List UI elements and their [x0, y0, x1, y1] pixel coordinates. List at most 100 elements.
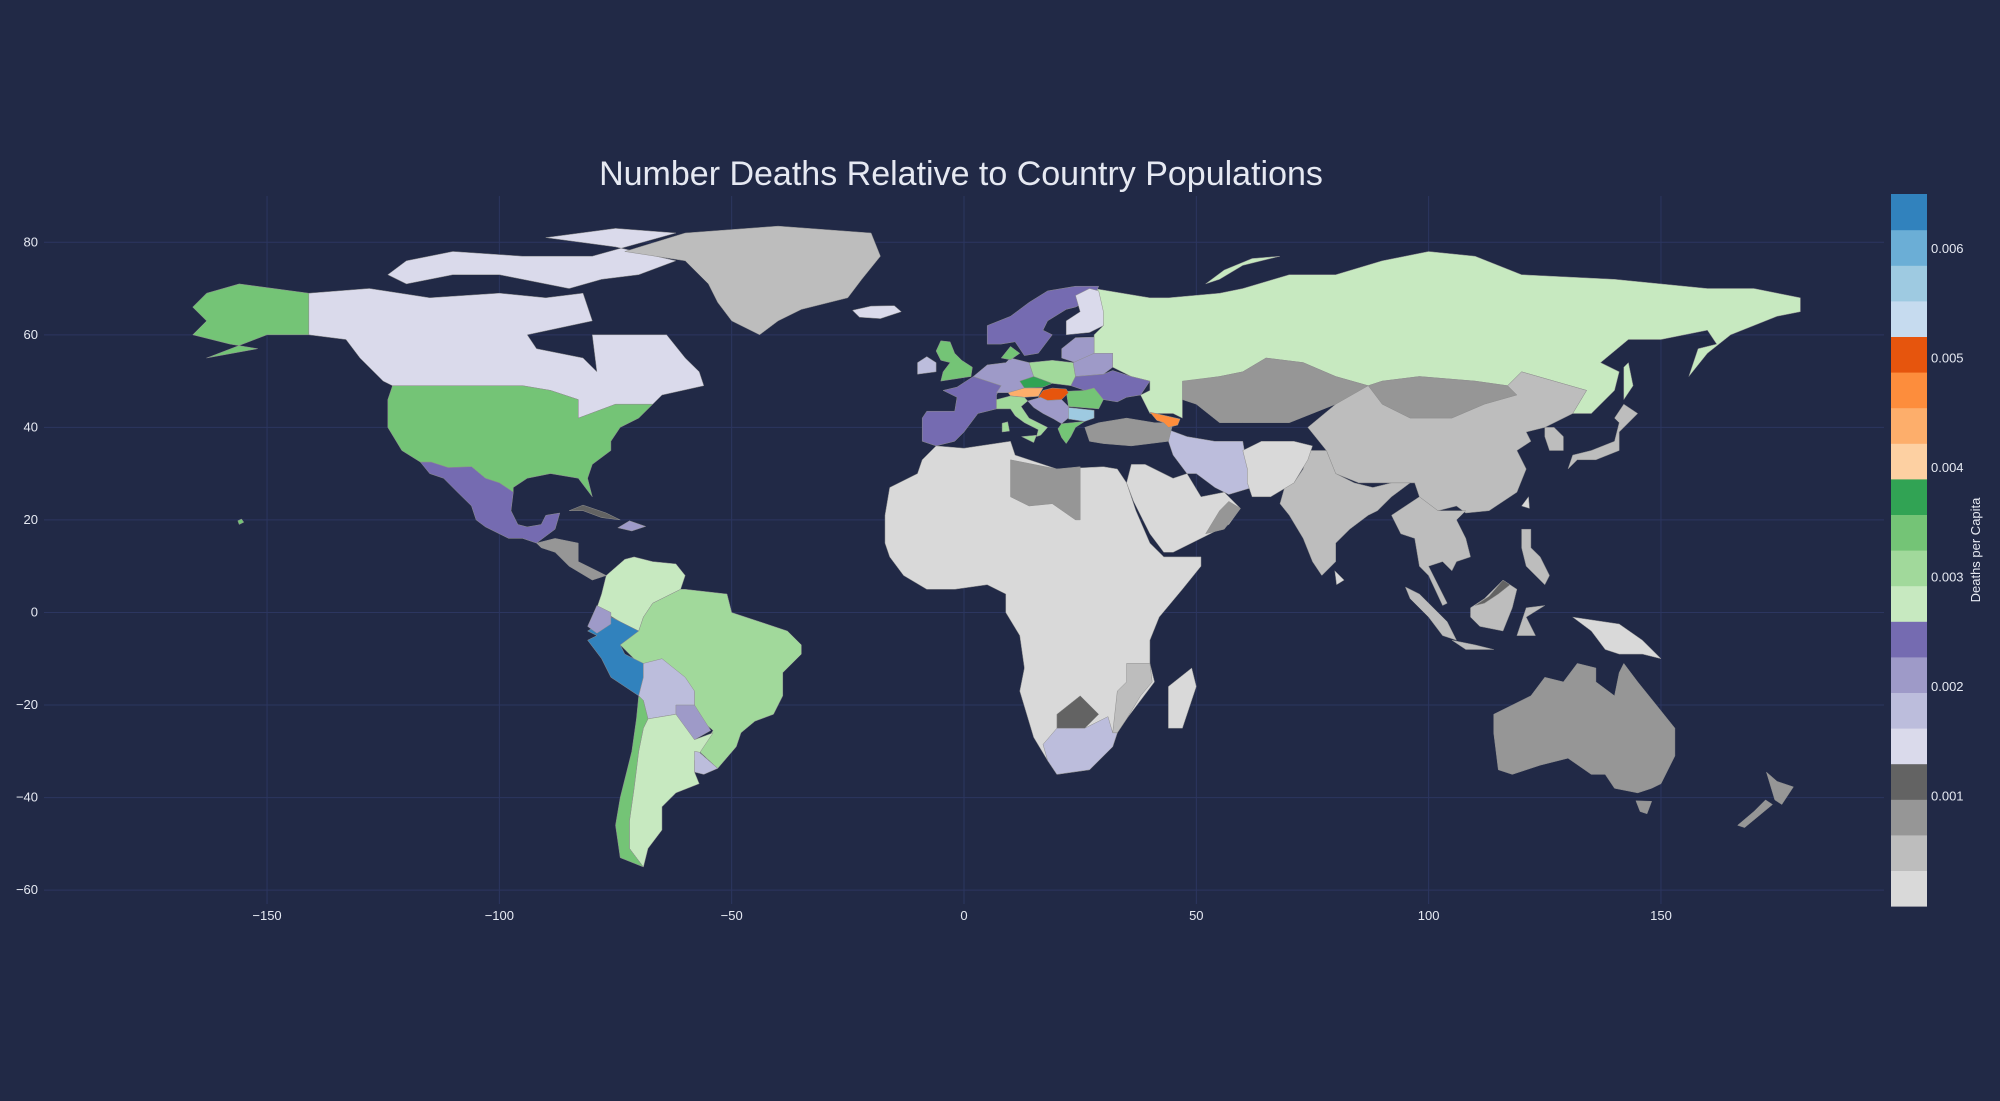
- colorbar-tick-label: 0.006: [1931, 241, 1964, 256]
- region-oman: [1205, 501, 1241, 535]
- colorbar-swatch: [1891, 229, 1927, 266]
- region-sri-lanka: [1334, 570, 1345, 586]
- colorbar-swatch: [1891, 763, 1927, 800]
- region-china: [1307, 371, 1587, 514]
- region-sulawesi: [1516, 605, 1545, 636]
- colorbar-swatch: [1891, 443, 1927, 480]
- map-land: [192, 225, 1801, 868]
- colorbar-swatch: [1891, 407, 1927, 444]
- colorbar-tick-label: 0.004: [1931, 460, 1964, 475]
- colorbar-swatch: [1891, 728, 1927, 765]
- colorbar-tick-label: 0.003: [1931, 569, 1964, 584]
- x-tick-label: 150: [1650, 908, 1672, 923]
- region-madagascar: [1168, 667, 1197, 729]
- x-tick-label: −150: [252, 908, 281, 923]
- region-new-guinea: [1572, 616, 1662, 660]
- colorbar-swatch: [1891, 870, 1927, 907]
- region-malaysia-borneo: [1474, 579, 1511, 606]
- region-russia-islands: [1205, 255, 1281, 285]
- x-tick-label: 50: [1189, 908, 1203, 923]
- colorbar-swatch: [1891, 585, 1927, 622]
- colorbar-swatch: [1891, 550, 1927, 587]
- colorbar-swatch: [1891, 265, 1927, 302]
- region-finland: [1065, 288, 1104, 336]
- region-argentina: [629, 714, 714, 868]
- region-ecuador: [587, 605, 612, 634]
- y-tick-label: −40: [16, 790, 38, 805]
- colorbar-tick-label: 0.001: [1931, 789, 1964, 804]
- x-tick-label: 0: [960, 908, 967, 923]
- x-tick-label: −50: [721, 908, 743, 923]
- region-botswana: [1056, 695, 1100, 729]
- colorbar-swatch: [1891, 372, 1927, 409]
- longitude-axis: −150 −100 −50 0 50 100 150: [252, 908, 1671, 923]
- region-alaska: [192, 283, 310, 359]
- region-italy: [996, 395, 1049, 437]
- region-sakhalin: [1623, 362, 1634, 401]
- colorbar-tick-label: 0.005: [1931, 350, 1964, 365]
- colorbar-swatch: [1891, 514, 1927, 551]
- region-iceland: [851, 305, 902, 319]
- region-sumatra: [1404, 586, 1457, 641]
- colorbar-swatch: [1891, 300, 1927, 337]
- region-cuba: [569, 504, 621, 521]
- colorbar-swatch: [1891, 336, 1927, 373]
- region-central-america: [536, 538, 607, 581]
- region-ireland: [917, 356, 937, 375]
- region-czechia: [1019, 376, 1053, 389]
- x-tick-label: 100: [1418, 908, 1440, 923]
- x-tick-label: −100: [485, 908, 514, 923]
- y-tick-label: 40: [24, 419, 38, 434]
- region-new-zealand-south: [1737, 799, 1773, 828]
- region-korea: [1544, 427, 1564, 451]
- colorbar-swatch: [1891, 834, 1927, 871]
- region-russia: [1093, 251, 1801, 419]
- region-mozambique: [1112, 663, 1153, 734]
- colorbar: [1891, 194, 1927, 907]
- region-iran: [1168, 429, 1253, 495]
- region-iberia-france: [921, 376, 1002, 447]
- region-libya: [1010, 459, 1081, 521]
- region-borneo: [1470, 579, 1518, 632]
- region-scandinavia: [986, 285, 1100, 356]
- y-tick-label: −20: [16, 697, 38, 712]
- region-bulgaria: [1068, 407, 1095, 422]
- chart-title: Number Deaths Relative to Country Popula…: [599, 155, 1323, 193]
- region-georgia-armenia: [1149, 411, 1181, 428]
- region-new-zealand-north: [1765, 771, 1794, 805]
- colorbar-tick-label: 0.002: [1931, 679, 1964, 694]
- region-hispaniola: [617, 520, 647, 532]
- latitude-axis: 80 60 40 20 0 −20 −40 −60: [16, 234, 38, 897]
- colorbar-ticks: 0.006 0.005 0.004 0.003 0.002 0.001: [1931, 241, 1964, 804]
- region-turkey: [1084, 417, 1174, 447]
- colorbar-swatch: [1891, 799, 1927, 836]
- region-pakistan-afghanistan: [1242, 441, 1313, 498]
- y-tick-label: 80: [24, 234, 38, 249]
- region-hawaii: [237, 518, 245, 525]
- colorbar-swatch: [1891, 478, 1927, 515]
- colorbar-swatch: [1891, 194, 1927, 231]
- colorbar-title: Deaths per Capita: [1968, 497, 1983, 603]
- region-sicily: [1020, 434, 1037, 443]
- y-tick-label: 60: [24, 327, 38, 342]
- region-southeast-asia: [1391, 496, 1471, 606]
- region-mexico: [419, 461, 561, 544]
- region-australia: [1493, 662, 1676, 794]
- region-taiwan: [1521, 496, 1530, 509]
- region-uruguay: [694, 750, 719, 775]
- region-japan: [1567, 403, 1639, 470]
- y-tick-label: 20: [24, 512, 38, 527]
- region-denmark: [1000, 346, 1021, 361]
- region-java: [1451, 639, 1494, 650]
- y-tick-label: 0: [31, 604, 38, 619]
- region-tasmania: [1635, 800, 1653, 815]
- region-canada-islands: [387, 228, 677, 289]
- region-greenland: [624, 225, 881, 336]
- region-greece: [1057, 421, 1085, 445]
- y-tick-label: −60: [16, 882, 38, 897]
- colorbar-swatch: [1891, 692, 1927, 729]
- region-sardinia: [1001, 421, 1010, 433]
- colorbar-swatch: [1891, 621, 1927, 658]
- colorbar-swatch: [1891, 656, 1927, 693]
- region-chile: [615, 695, 649, 868]
